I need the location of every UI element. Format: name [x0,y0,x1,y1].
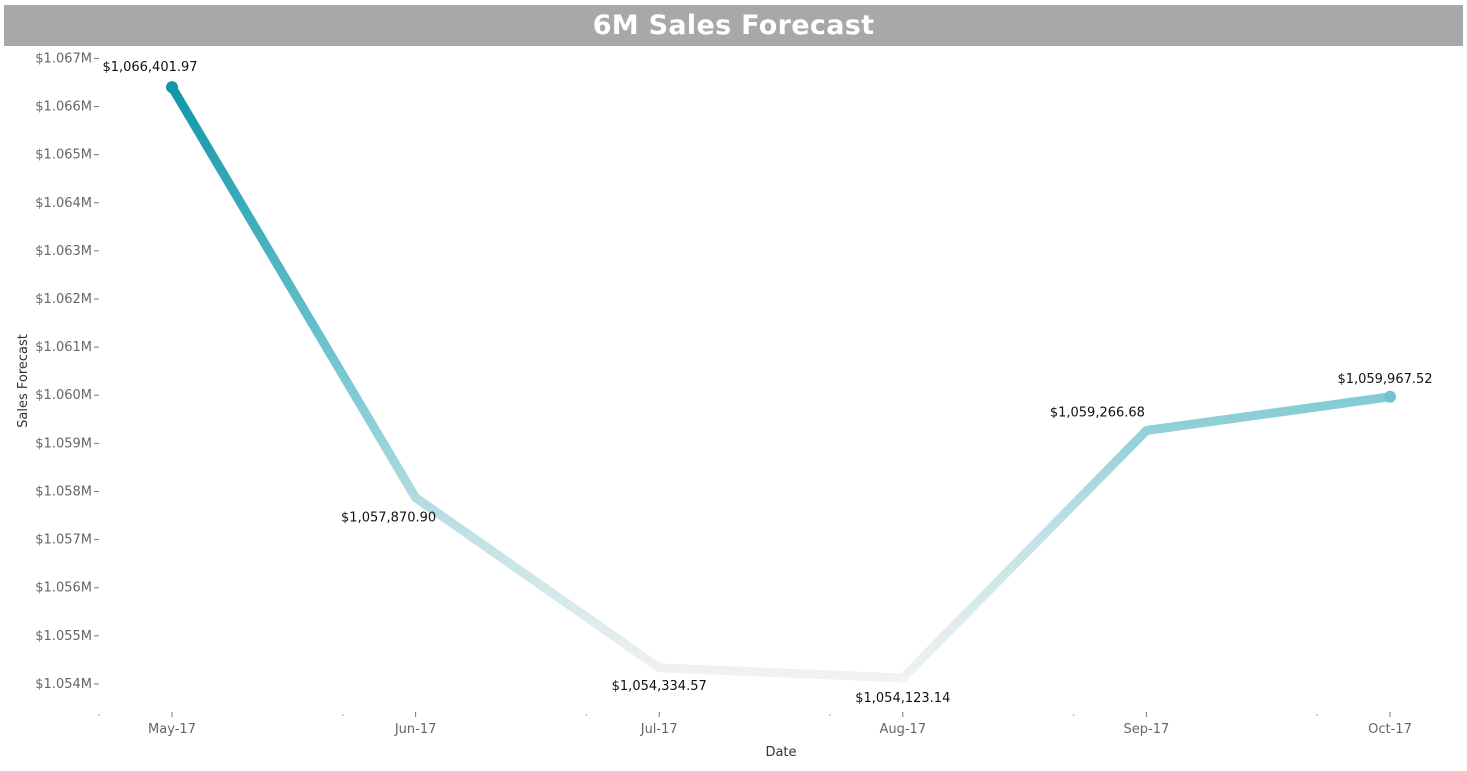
y-tick-label: $1.054M [35,677,92,692]
x-minor-tick [342,714,344,716]
x-tick-label: Oct-17 [1368,722,1412,737]
y-tick-label: $1.058M [35,484,92,499]
x-tick-label: May-17 [148,722,196,737]
y-tick-label: $1.066M [35,100,92,115]
y-axis-title: Sales Forecast [16,334,31,428]
data-label: $1,066,401.97 [102,60,197,75]
series-line [167,82,1395,683]
y-tick-label: $1.062M [35,292,92,307]
x-tick-label: Sep-17 [1124,722,1170,737]
chart-title: 6M Sales Forecast [592,10,875,41]
chart-title-bar: 6M Sales Forecast [4,5,1463,46]
x-minor-tick [829,714,831,716]
data-point [1384,390,1396,403]
x-minor-tick [1316,714,1318,716]
y-tick-label: $1.057M [35,533,92,548]
y-tick-label: $1.056M [35,581,92,596]
series-sales-forecast [166,81,1396,683]
data-point [166,81,178,94]
data-label: $1,057,870.90 [341,511,436,526]
y-tick-label: $1.064M [35,196,92,211]
data-label: $1,059,266.68 [1050,406,1145,421]
data-label: $1,054,123.14 [855,691,950,706]
data-label: $1,054,334.57 [612,679,707,694]
data-label: $1,059,967.52 [1337,372,1432,387]
y-tick-label: $1.055M [35,629,92,644]
y-tick-label: $1.067M [35,51,92,66]
x-tick-label: Jul-17 [640,722,678,737]
x-tick-label: Jun-17 [394,722,437,737]
y-tick-label: $1.060M [35,388,92,403]
x-minor-tick [98,714,100,716]
x-axis: May-17 Jun-17 Jul-17 Aug-17 Sep-17 Oct-17 [98,712,1412,737]
y-tick-label: $1.059M [35,436,92,451]
y-axis: $1.054M $1.055M $1.056M $1.057M $1.058M $1.05… [35,51,99,692]
x-axis-title: Date [765,745,796,760]
y-tick-label: $1.061M [35,340,92,355]
x-tick-label: Aug-17 [879,722,926,737]
y-tick-label: $1.065M [35,148,92,163]
x-minor-tick [1072,714,1075,716]
y-tick-label: $1.063M [35,244,92,259]
data-labels: $1,066,401.97 $1,057,870.90 $1,054,334.57 $… [102,60,1432,706]
x-minor-tick [585,714,588,716]
